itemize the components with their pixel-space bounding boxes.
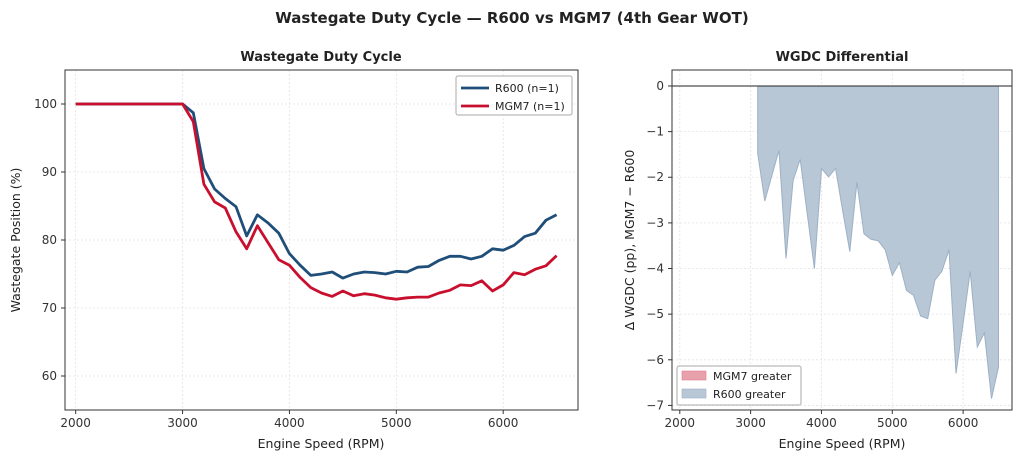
- x-tick-label: 5000: [877, 416, 908, 430]
- right-x-axis-label: Engine Speed (RPM): [779, 436, 906, 451]
- y-tick-label: −5: [646, 307, 664, 321]
- legend: R600 (n=1) MGM7 (n=1): [455, 75, 573, 116]
- wastegate-duty-cycle-plot: Wastegate Duty Cycle Engine Speed (RPM) …: [8, 50, 579, 451]
- right-y-axis-label: Δ WGDC (pp), MGM7 − R600: [622, 150, 637, 331]
- legend-label: R600 greater: [713, 388, 786, 401]
- left-y-axis-label: Wastegate Position (%): [8, 168, 23, 313]
- figure-title: Wastegate Duty Cycle — R600 vs MGM7 (4th…: [275, 9, 748, 27]
- r600-greater-area: [757, 85, 1000, 399]
- y-tick-label: −4: [646, 262, 664, 276]
- wgdc-differential-plot: WGDC Differential Engine Speed (RPM) Δ W…: [622, 50, 1013, 451]
- y-tick-label: 90: [42, 165, 57, 179]
- legend-label: MGM7 greater: [713, 370, 792, 383]
- legend-swatch: [681, 388, 707, 399]
- y-tick-label: −2: [646, 170, 664, 184]
- y-tick-label: 60: [42, 369, 57, 383]
- x-tick-label: 4000: [274, 416, 305, 430]
- y-tick-label: −3: [646, 216, 664, 230]
- plot-frame: [671, 69, 1013, 411]
- x-tick-label: 6000: [948, 416, 979, 430]
- plot-frame: [64, 69, 579, 411]
- y-tick-label: −6: [646, 353, 664, 367]
- x-tick-label: 3000: [167, 416, 198, 430]
- y-tick-label: 80: [42, 233, 57, 247]
- y-tick-label: 0: [656, 79, 664, 93]
- legend-label: MGM7 (n=1): [495, 100, 565, 113]
- x-tick-label: 3000: [735, 416, 766, 430]
- right-plot-title: WGDC Differential: [776, 50, 909, 65]
- y-tick-label: −1: [646, 125, 664, 139]
- y-tick-label: −7: [646, 398, 664, 412]
- y-tick-label: 70: [42, 301, 57, 315]
- left-plot-title: Wastegate Duty Cycle: [240, 50, 401, 65]
- series-line-r600: [75, 102, 558, 280]
- left-x-axis-label: Engine Speed (RPM): [258, 436, 385, 451]
- x-tick-label: 6000: [488, 416, 519, 430]
- y-tick-label: 100: [34, 97, 57, 111]
- x-tick-label: 4000: [806, 416, 837, 430]
- legend-label: R600 (n=1): [495, 82, 559, 95]
- series-line-mgm7: [75, 102, 558, 301]
- x-tick-label: 2000: [60, 416, 91, 430]
- legend-box: [676, 365, 802, 406]
- x-tick-label: 2000: [665, 416, 696, 430]
- x-tick-label: 5000: [381, 416, 412, 430]
- legend-swatch: [681, 370, 707, 381]
- legend: MGM7 greater R600 greater: [676, 365, 802, 406]
